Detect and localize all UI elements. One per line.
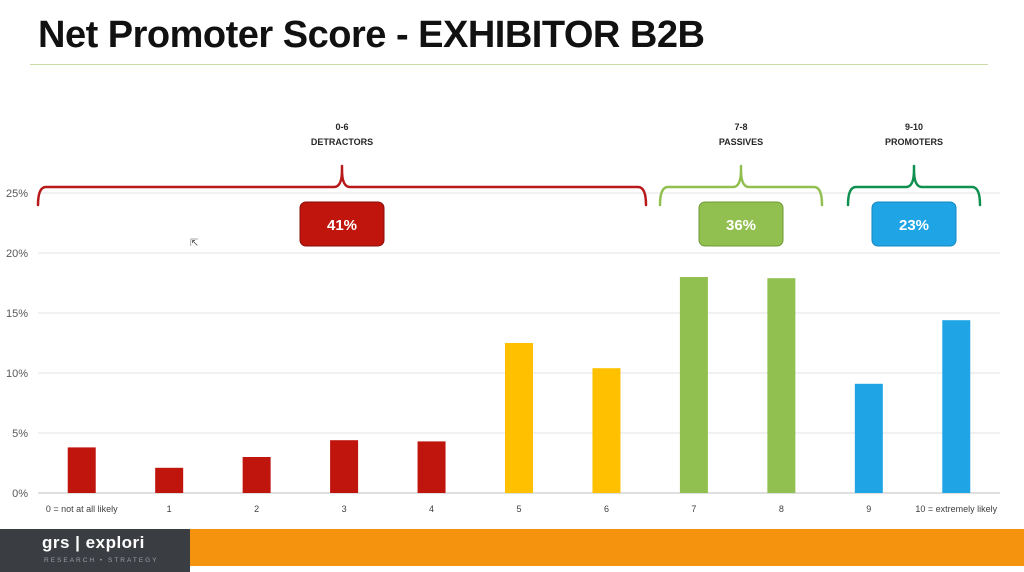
mouse-cursor-icon: ⇱ (190, 238, 199, 249)
footer-accent-bar (190, 529, 1024, 566)
footer: grs | explori RESEARCH • STRATEGY (0, 529, 1024, 572)
x-tick-label: 8 (779, 504, 784, 514)
x-tick-label: 6 (604, 504, 609, 514)
x-tick-label: 4 (429, 504, 434, 514)
slide-title: Net Promoter Score - EXHIBITOR B2B (38, 14, 705, 56)
group-brace (36, 164, 648, 207)
bars (67, 277, 971, 493)
group-percentage-value: 41% (327, 217, 357, 234)
group-name-label: PROMOTERS (885, 137, 943, 147)
bar (854, 383, 883, 493)
x-tick-label: 0 = not at all likely (46, 504, 118, 514)
x-tick-label: 2 (254, 504, 259, 514)
group-percentage-box (299, 201, 385, 247)
x-tick-label: 7 (691, 504, 696, 514)
score-groups: 0-6 DETRACTORS 41% 7-8 PASSIVES 36% 9-10 PROMOT… (36, 122, 982, 247)
group-name-label: PASSIVES (719, 137, 763, 147)
bar (942, 320, 971, 493)
y-axis-ticks: 0% 5% 10% 15% 20% 25% (6, 188, 28, 500)
group-percentage-box (871, 201, 957, 247)
group-brace (658, 164, 824, 207)
title-divider (30, 64, 988, 65)
group-percentage-value: 36% (726, 217, 756, 234)
logo-wordmark: grs | explori (42, 533, 145, 552)
company-logo: grs | explori RESEARCH • STRATEGY (0, 529, 190, 572)
group-range-label: 0-6 (335, 122, 348, 132)
y-tick-label: 0% (12, 488, 28, 500)
x-tick-label: 10 = extremely likely (915, 504, 997, 514)
y-tick-label: 25% (6, 188, 28, 200)
bar (330, 440, 359, 493)
bar (767, 278, 796, 493)
bar (155, 467, 184, 493)
logo-tagline: RESEARCH • STRATEGY (44, 557, 159, 564)
y-tick-label: 15% (6, 308, 28, 320)
x-tick-label: 1 (167, 504, 172, 514)
group-brace (846, 164, 982, 207)
x-tick-label: 3 (342, 504, 347, 514)
bar (242, 457, 271, 493)
group-percentage-box (698, 201, 784, 247)
nps-bar-chart: 0% 5% 10% 15% 20% 25% 0 = not at all likely 1 2… (6, 122, 1000, 514)
x-tick-label: 9 (866, 504, 871, 514)
group-percentage-value: 23% (899, 217, 929, 234)
group-name-label: DETRACTORS (311, 137, 373, 147)
y-tick-label: 20% (6, 248, 28, 260)
x-tick-label: 5 (516, 504, 521, 514)
bar (592, 368, 621, 493)
bar (417, 441, 446, 493)
bar (67, 447, 96, 493)
y-tick-label: 5% (12, 428, 28, 440)
group-range-label: 7-8 (734, 122, 747, 132)
y-tick-label: 10% (6, 368, 28, 380)
bar (505, 343, 533, 493)
bar (679, 277, 708, 493)
group-range-label: 9-10 (905, 122, 923, 132)
x-axis-ticks: 0 = not at all likely 1 2 3 4 5 6 7 8 9 10 = extre… (46, 504, 998, 514)
